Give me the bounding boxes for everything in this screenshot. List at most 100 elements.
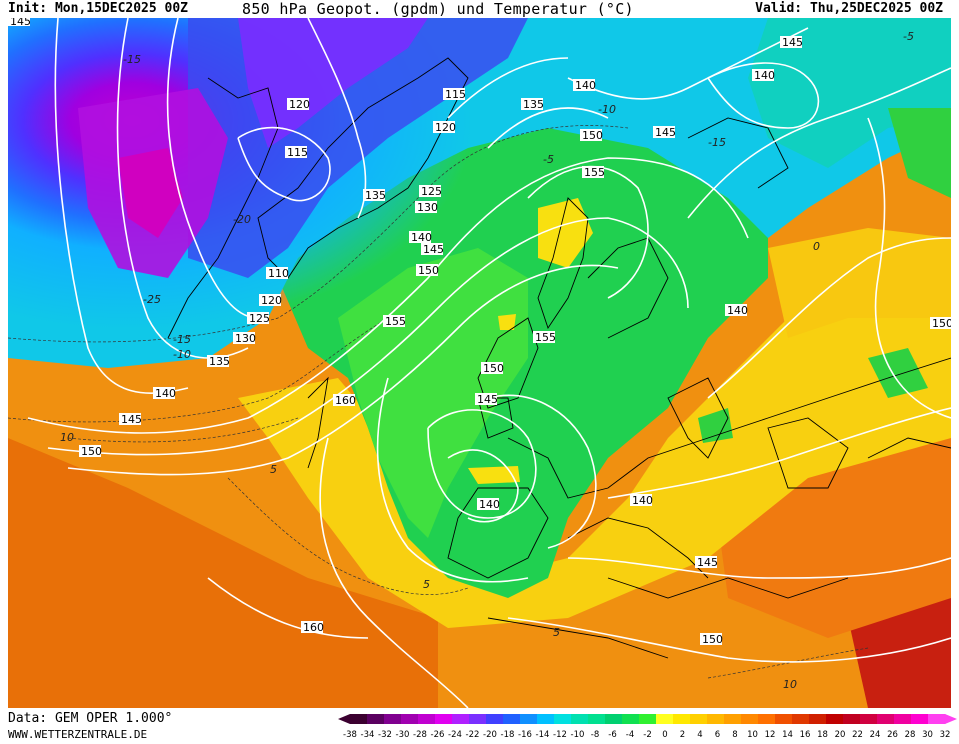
label-120-greenland: 120 (433, 121, 456, 134)
green-northeast (888, 108, 951, 198)
green-russia (868, 348, 928, 398)
footer-bar: Data: GEM OPER 1.000° WWW.WETTERZENTRALE… (0, 708, 959, 741)
scale-tick-label: 24 (870, 730, 881, 740)
scale-tick-label: 6 (715, 730, 720, 740)
scale-tick-label: 32 (940, 730, 951, 740)
magenta-core (118, 148, 183, 238)
temp-label: 5 (423, 578, 430, 591)
height-label: 140 (479, 498, 500, 511)
teal-east (748, 18, 951, 168)
scale-tick-label: 28 (905, 730, 916, 740)
height-label: 145 (121, 413, 142, 426)
temperature-color-scale: -38 -34 -32 -30 -28 -26 -24 -22 -20 -18 -16 -14 -12-… (338, 712, 957, 740)
scale-tick-label: -26 (431, 730, 445, 740)
scale-swatch (622, 714, 640, 724)
temp-label: -10 (173, 348, 191, 361)
scale-swatch (877, 714, 895, 724)
label-130-labrador: 130 (233, 332, 256, 345)
scale-swatch (401, 714, 419, 724)
label-145-iceland: 145 (421, 243, 444, 256)
green-balkan (698, 408, 733, 443)
header-bar: Init: Mon,15DEC2025 00Z 850 hPa Geopot. … (0, 0, 959, 18)
temp-label: -15 (173, 333, 191, 346)
scale-tick-label: -28 (413, 730, 427, 740)
scale-swatch (571, 714, 589, 724)
height-label: 115 (287, 146, 308, 159)
scale-swatch (928, 714, 946, 724)
label-125-labrador: 125 (247, 312, 270, 325)
warm-southwest (8, 438, 438, 708)
scale-swatch (656, 714, 674, 724)
label-140-barents: 140 (573, 79, 596, 92)
temp-label: -15 (708, 136, 726, 149)
scale-swatch (537, 714, 555, 724)
height-label: 150 (702, 633, 723, 646)
height-label: 115 (445, 88, 466, 101)
height-label: 145 (697, 556, 718, 569)
scale-tick-label: -24 (448, 730, 462, 740)
yellow-east (768, 228, 951, 338)
scale-swatch (775, 714, 793, 724)
label-150-mideast: 150 (700, 633, 723, 646)
label-150-novascotia: 150 (79, 445, 102, 458)
height-label: 160 (303, 621, 324, 634)
scale-swatch (384, 714, 402, 724)
label-145-newfoundland: 145 (119, 413, 142, 426)
scale-swatch (673, 714, 691, 724)
scale-swatch (486, 714, 504, 724)
scale-tick-label: 14 (782, 730, 793, 740)
scale-tick-label: 4 (697, 730, 702, 740)
height-label: 155 (535, 331, 556, 344)
scale-swatch (894, 714, 912, 724)
scale-tick-label: 0 (662, 730, 667, 740)
scale-tick-label: 26 (887, 730, 898, 740)
data-source: Data: GEM OPER 1.000° (8, 711, 173, 726)
height-label: 140 (632, 494, 653, 507)
temp-labels: -15 -10 -5 -20 -25 -15 -10 5 10 0 -5 -15… (60, 30, 914, 691)
label-145-med: 145 (695, 556, 718, 569)
scale-swatch (690, 714, 708, 724)
scale-swatch (741, 714, 759, 724)
height-label: 125 (249, 312, 270, 325)
scale-swatch (639, 714, 657, 724)
chart-title: 850 hPa Geopot. (gpdm) und Temperatur (°… (242, 0, 634, 18)
scale-tick-label: 18 (817, 730, 828, 740)
temp-label: -5 (903, 30, 914, 43)
coastlines (167, 57, 951, 659)
height-label: 130 (235, 332, 256, 345)
scale-tick-label: 8 (732, 730, 737, 740)
height-label: 140 (155, 387, 176, 400)
scale-swatch (707, 714, 725, 724)
label-150-caspian: 150 (930, 317, 951, 330)
scale-tick-label: -8 (591, 730, 599, 740)
height-label: 135 (365, 189, 386, 202)
height-label: 150 (483, 362, 504, 375)
label-125-greenland: 125 (419, 185, 442, 198)
label-155-scandinavia: 155 (582, 166, 605, 179)
label-140-newfoundland: 140 (153, 387, 176, 400)
scale-swatch (826, 714, 844, 724)
isotherms (8, 125, 869, 679)
temp-label: -5 (543, 153, 554, 166)
label-160-atlantic: 160 (333, 394, 356, 407)
height-label: 140 (727, 304, 748, 317)
label-145-siberia: 145 (780, 36, 803, 49)
temp-label: 10 (60, 431, 74, 444)
label-120-baffin: 120 (287, 98, 310, 111)
init-time: Init: Mon,15DEC2025 00Z (8, 1, 189, 16)
label-140-iberia: 140 (477, 498, 500, 511)
scale-tick-label: 12 (765, 730, 776, 740)
label-150-british: 150 (481, 362, 504, 375)
height-label: 145 (477, 393, 498, 406)
label-150-iceland: 150 (416, 264, 439, 277)
label-130-greenland: 130 (415, 201, 438, 214)
scale-tick-label: -30 (396, 730, 410, 740)
scale-swatch (809, 714, 827, 724)
label-155-northsea: 155 (533, 331, 556, 344)
scale-swatch (860, 714, 878, 724)
height-label: 120 (289, 98, 310, 111)
scale-tick-label: 22 (852, 730, 863, 740)
height-label: 150 (81, 445, 102, 458)
scale-swatch (724, 714, 742, 724)
height-label: 130 (417, 201, 438, 214)
